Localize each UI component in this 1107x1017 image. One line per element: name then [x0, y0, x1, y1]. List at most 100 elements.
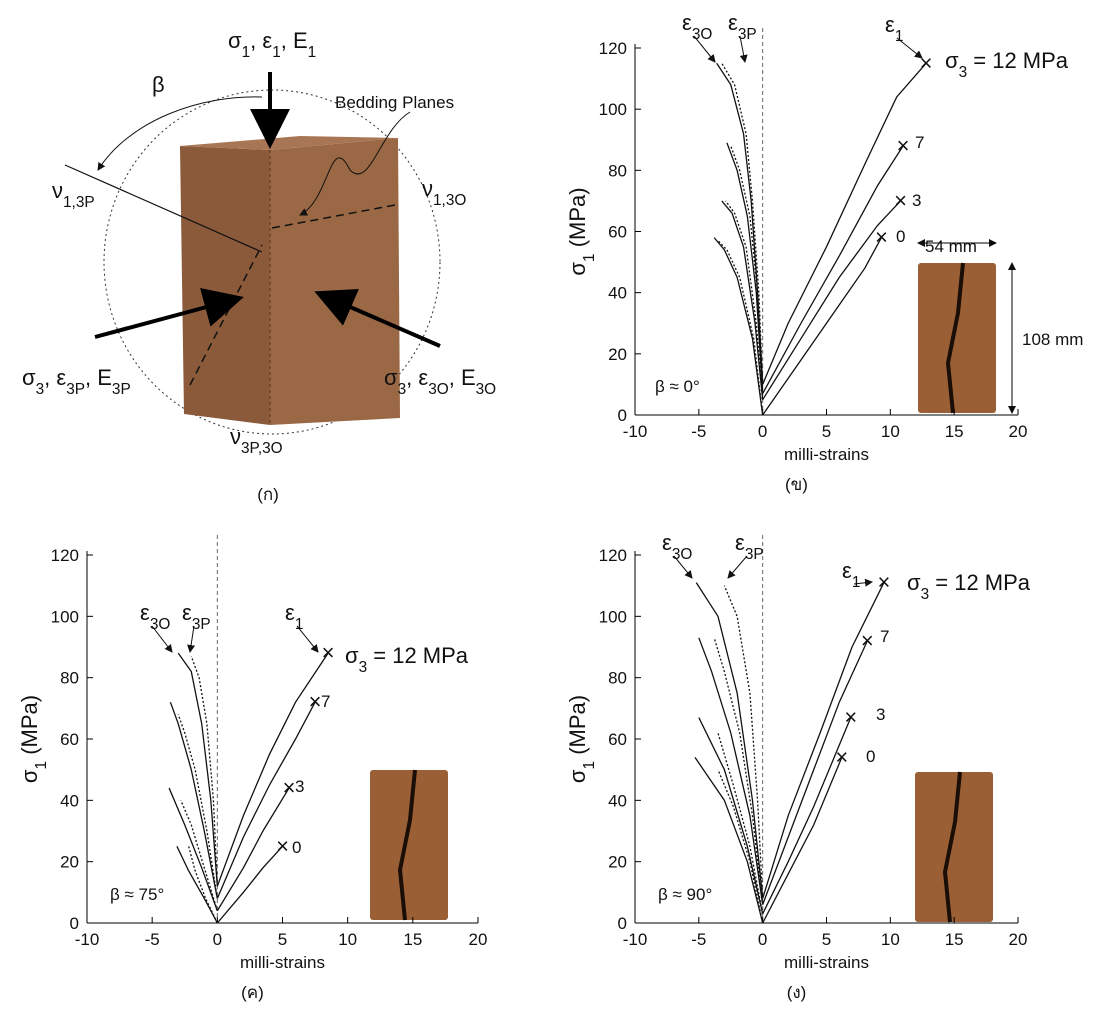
text-part: σ [945, 48, 959, 73]
x-tick-label: 10 [338, 930, 357, 949]
text-part: ν [52, 178, 63, 203]
curve [217, 653, 328, 886]
failure-marker: × [276, 833, 289, 858]
text-part: , E [281, 28, 308, 53]
chart-panel: 020406080100120-10-505101520milli-strain… [565, 10, 1083, 494]
text-part: (MPa) [565, 187, 590, 253]
subscript: 3P [112, 381, 131, 398]
annotation: ε3O [662, 530, 692, 563]
text-part: ε [140, 600, 150, 625]
x-tick-label: -10 [75, 930, 100, 949]
x-tick-label: -10 [623, 422, 648, 441]
annotation: ε1 [885, 12, 903, 45]
x-tick-label: 20 [469, 930, 488, 949]
failure-marker: × [283, 775, 296, 800]
diagram-label: Bedding Planes [335, 93, 454, 112]
x-tick-label: 20 [1009, 422, 1028, 441]
y-tick-label: 60 [60, 730, 79, 749]
text-part: ν [422, 176, 433, 201]
block-front [180, 146, 270, 425]
text-part: σ [228, 28, 242, 53]
subscript: 3 [398, 381, 407, 398]
y-tick-label: 20 [608, 853, 627, 872]
curve [217, 846, 282, 923]
text-part: , E [449, 365, 476, 390]
x-tick-label: 0 [758, 422, 767, 441]
figure: σ1, ε1, E1βBedding Planesν1,3Pν1,3Oσ3, ε… [0, 0, 1107, 1017]
failure-marker: × [844, 705, 857, 730]
text-part: ε [885, 12, 895, 37]
subscript: 1 [308, 44, 317, 61]
panel-caption: (ง) [787, 983, 807, 1002]
annotation: 7 [915, 133, 924, 152]
y-tick-label: 40 [608, 791, 627, 810]
diagram-label: β [152, 72, 165, 97]
text-part: ε [682, 10, 692, 35]
annotation: ε3P [728, 10, 757, 43]
x-tick-label: 10 [881, 422, 900, 441]
x-tick-label: 5 [822, 422, 831, 441]
text-part: ε [735, 530, 745, 555]
y-tick-label: 100 [599, 100, 627, 119]
subscript: 3O [150, 616, 171, 633]
diagram-label: ν1,3O [422, 176, 466, 209]
text-part: ε [662, 530, 672, 555]
x-tick-label: 15 [945, 422, 964, 441]
text-part: σ [22, 365, 36, 390]
curve [699, 638, 763, 905]
y-tick-label: 20 [60, 853, 79, 872]
y-tick-label: 120 [51, 546, 79, 565]
subscript: 3 [921, 586, 930, 603]
y-tick-label: 80 [60, 669, 79, 688]
subscript: 1 [581, 761, 598, 770]
annotation: ε3P [735, 530, 764, 563]
text-part: , ε [406, 365, 428, 390]
text-part: σ [345, 643, 359, 668]
y-tick-label: 40 [608, 284, 627, 303]
x-axis-label: milli-strains [784, 953, 869, 972]
diagram-label: σ3, ε3O, E3O [384, 365, 496, 398]
annotation: 3 [295, 777, 304, 796]
failure-marker: × [897, 133, 910, 158]
text-part: ε [182, 600, 192, 625]
x-tick-label: -5 [691, 422, 706, 441]
failure-marker: × [875, 225, 888, 250]
annotation: β ≈ 0° [655, 377, 700, 396]
x-axis-label: milli-strains [784, 445, 869, 464]
y-axis-label: σ1 (MPa) [17, 695, 50, 783]
text-part: ε [842, 558, 852, 583]
text-part: (MPa) [17, 695, 42, 761]
annotation: ε3O [682, 10, 712, 43]
subscript: 1 [581, 253, 598, 262]
subscript: 1 [272, 44, 281, 61]
subscript: 1,3O [433, 192, 466, 209]
diagram-label: ν1,3P [52, 178, 95, 211]
annotation: ε1 [285, 600, 303, 633]
chart-panel: 020406080100120-10-505101520milli-strain… [565, 530, 1031, 1002]
y-axis-label: σ1 (MPa) [565, 695, 598, 783]
curve [714, 638, 763, 905]
annotation: 54 mm [925, 237, 977, 256]
subscript: 3P [192, 616, 211, 633]
failure-marker: × [322, 640, 335, 665]
subscript: 1,3P [63, 194, 95, 211]
x-tick-label: 10 [881, 930, 900, 949]
subscript: 3O [672, 546, 693, 563]
text-part: ν [230, 424, 241, 449]
curve [189, 846, 218, 923]
y-axis-label: σ1 (MPa) [565, 187, 598, 275]
text-part: σ [17, 769, 42, 783]
text-part: , ε [44, 365, 66, 390]
annotation: β ≈ 90° [658, 885, 712, 904]
failure-marker: × [894, 188, 907, 213]
y-tick-label: 100 [599, 607, 627, 626]
subscript: 1 [852, 574, 861, 591]
failure-marker: × [309, 689, 322, 714]
subscript: 3P [66, 381, 85, 398]
failure-marker: × [861, 628, 874, 653]
x-axis-label: milli-strains [240, 953, 325, 972]
text-part: = 12 MPa [367, 643, 469, 668]
annotation: 7 [880, 627, 889, 646]
annotation: ε3P [182, 600, 211, 633]
y-tick-label: 80 [608, 161, 627, 180]
